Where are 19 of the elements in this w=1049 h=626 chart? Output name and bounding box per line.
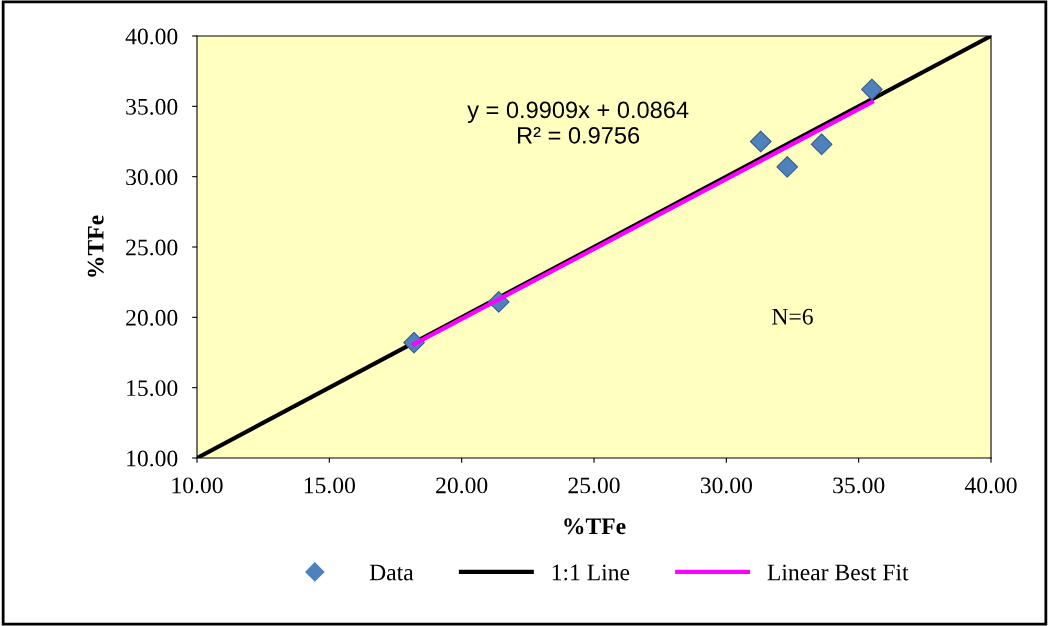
y-tick-label: 15.00 [127, 380, 178, 397]
legend-label: Data [369, 564, 414, 581]
x-tick-label: 20.00 [436, 477, 488, 494]
y-tick-label: 10.00 [127, 450, 178, 467]
x-tick-label: 40.00 [964, 477, 1017, 494]
x-tick-label: 25.00 [568, 477, 620, 494]
y-tick-label: 20.00 [126, 309, 178, 326]
y-tick-label: 25.00 [126, 239, 178, 256]
x-tick-label: 15.00 [304, 477, 355, 494]
legend-label: Linear Best Fit [767, 564, 909, 581]
y-tick-label: 30.00 [126, 169, 178, 186]
y-tick-label: 35.00 [126, 98, 178, 115]
x-tick-label: 30.00 [700, 477, 752, 494]
x-tick-label: 35.00 [833, 477, 885, 494]
y-axis-title: %TFe [87, 215, 104, 277]
y-tick-label: 40.00 [125, 28, 178, 45]
x-tick-label: 10.00 [172, 477, 223, 494]
legend-label: 1:1 Line [552, 564, 630, 581]
x-axis-title: %TFe [564, 518, 626, 535]
